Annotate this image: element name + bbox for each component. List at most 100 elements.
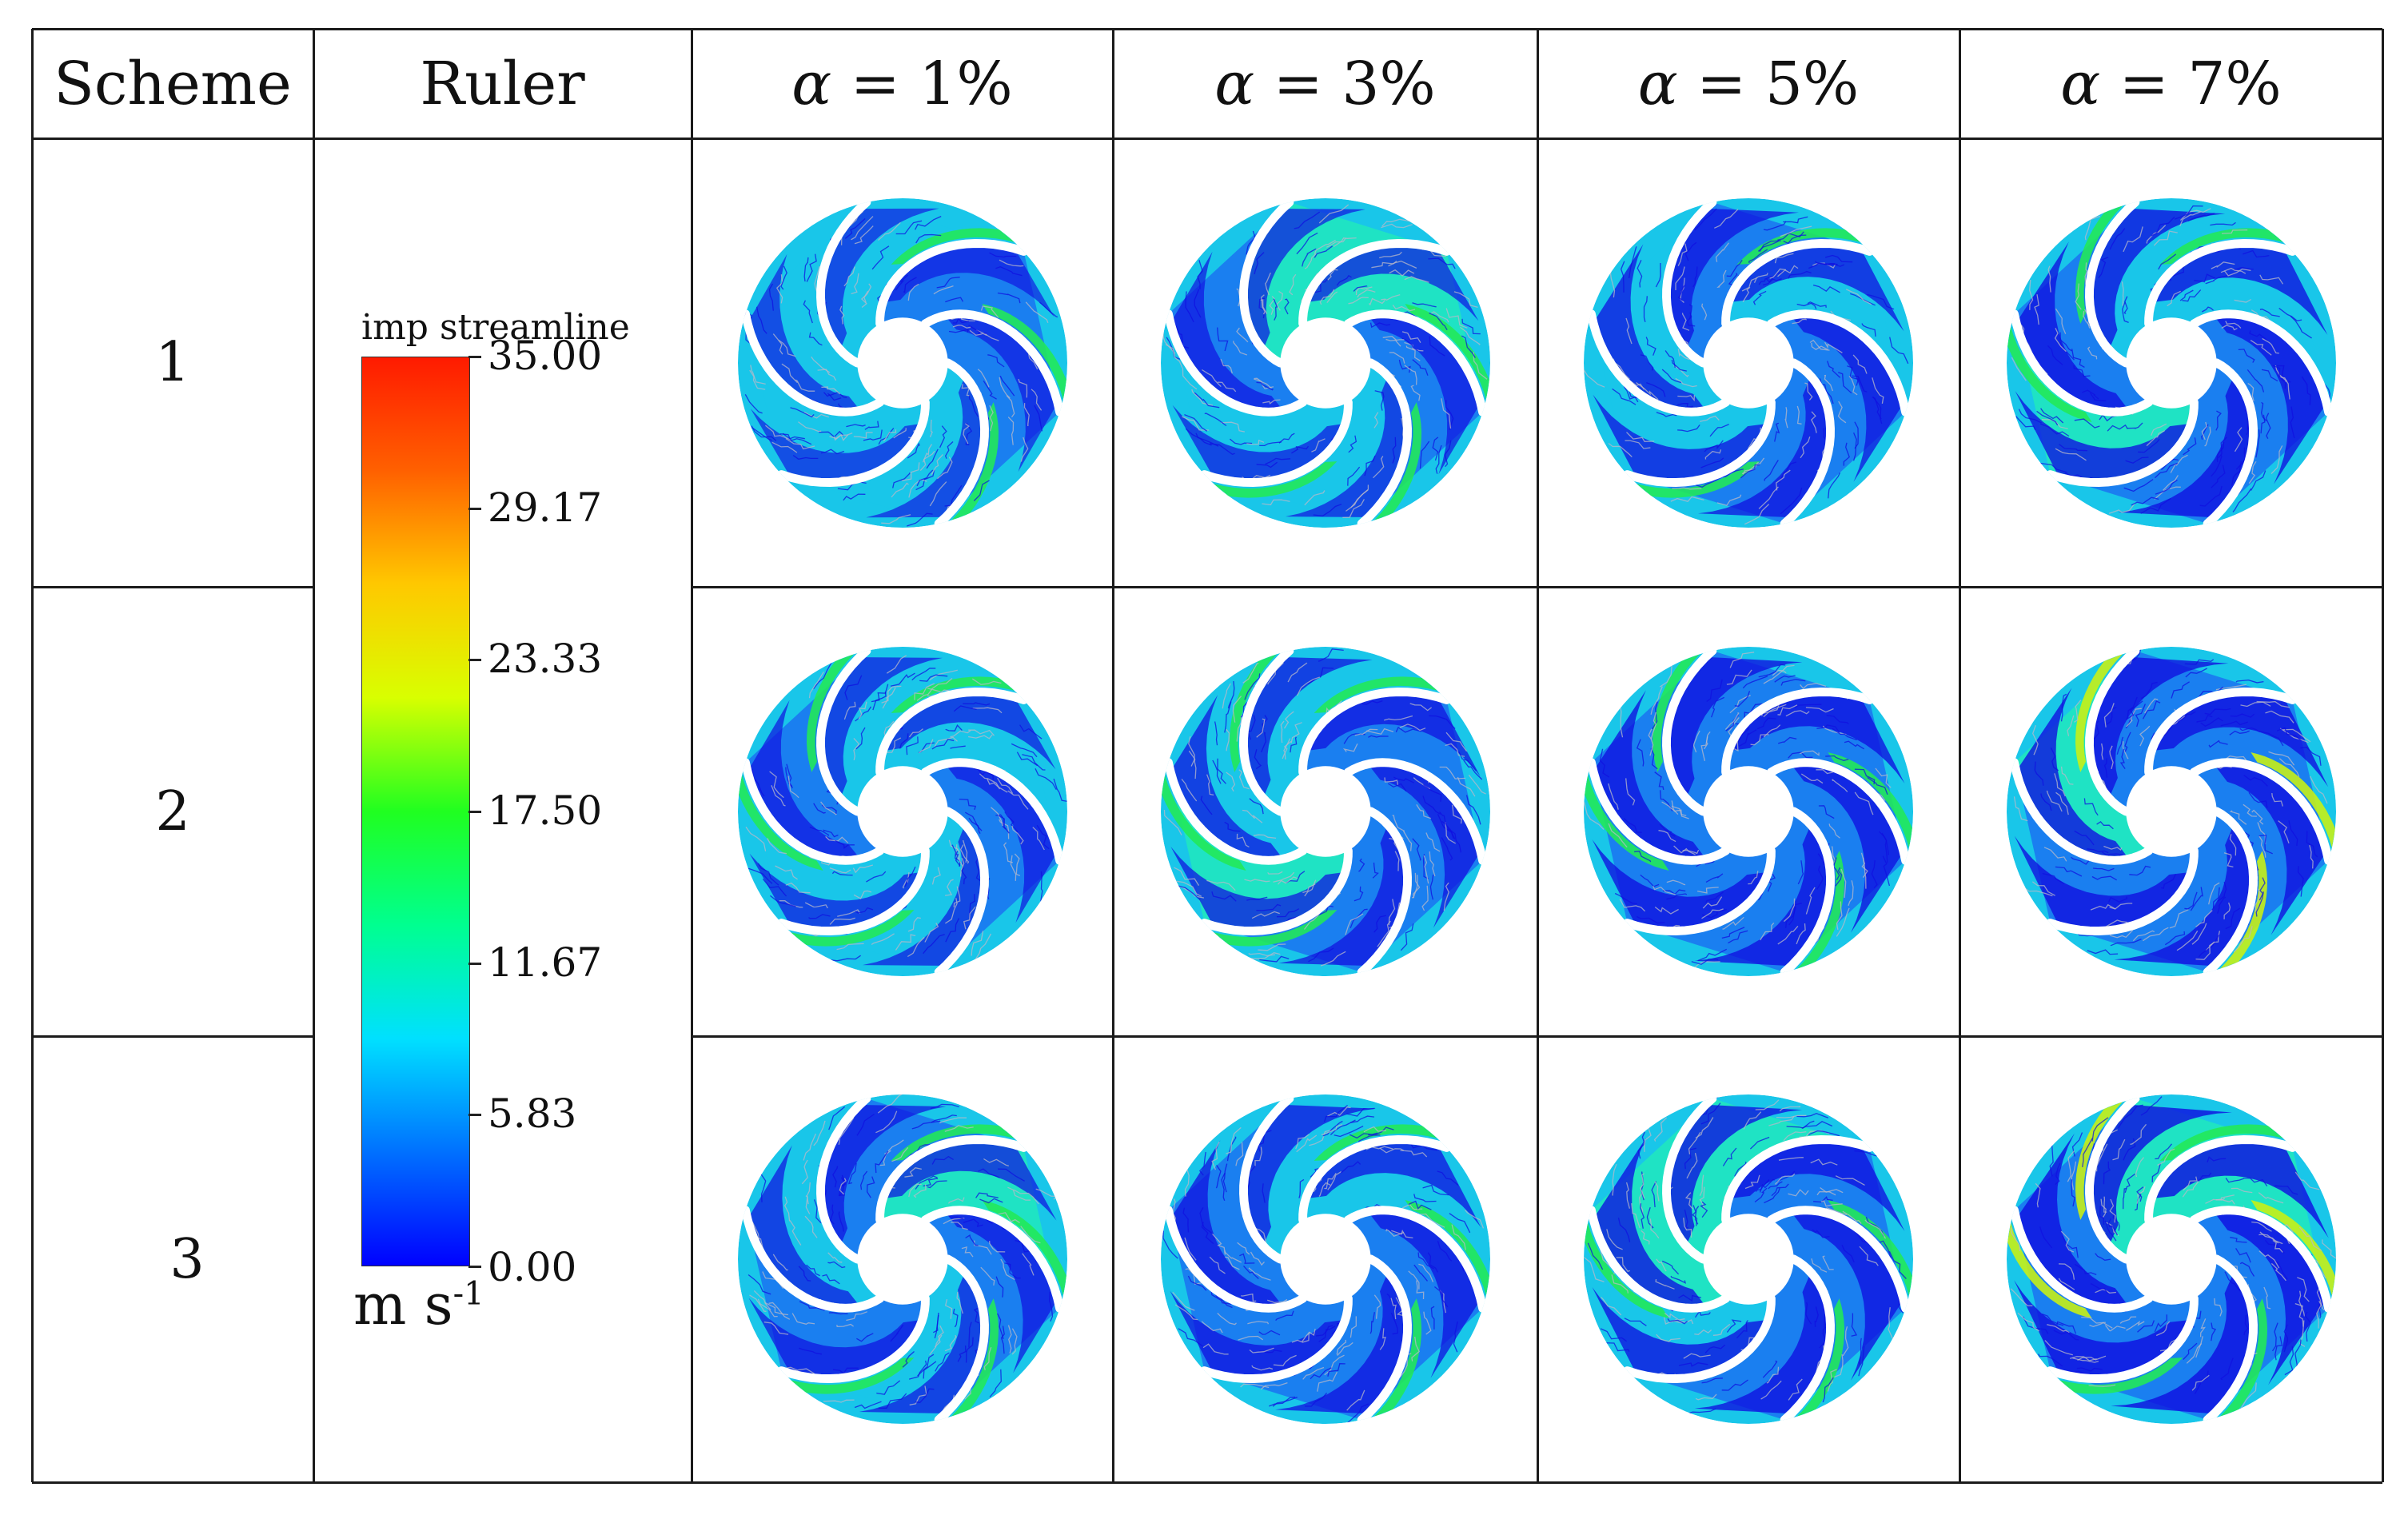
impeller-blade <box>2203 358 2258 528</box>
impeller-blade <box>1662 197 1717 367</box>
impeller-streamline-plot <box>2003 644 2339 979</box>
impeller-plot-r3-c1 <box>737 1094 1067 1424</box>
impeller-blade <box>2009 758 2153 865</box>
impeller-streamline-plot <box>735 195 1070 531</box>
impeller-streamline-plot <box>1158 644 1493 979</box>
comparison-table: Scheme Ruler α = 1% α = 3% α = 5% α = 7% 1 2 3 im… <box>30 27 2384 1484</box>
row-divider <box>32 137 2382 140</box>
impeller-blade <box>2045 397 2199 487</box>
header-scheme: Scheme <box>54 49 292 118</box>
impeller-streamline-plot <box>1581 644 1916 979</box>
impeller-blade <box>1163 758 1307 865</box>
row-divider <box>32 1481 2382 1484</box>
scheme-label-2: 2 <box>155 779 190 843</box>
alpha-symbol: α <box>1214 49 1255 118</box>
impeller-blade <box>934 358 989 528</box>
impeller-hub <box>2125 1214 2217 1305</box>
impeller-blade <box>1766 1206 1911 1313</box>
impeller-plot-r2-c4 <box>2006 647 2336 976</box>
impeller-plot-r1-c4 <box>2006 197 2336 528</box>
colorbar-tick <box>468 507 481 510</box>
column-divider <box>690 29 693 1482</box>
impeller-blade <box>1163 309 1307 417</box>
impeller-blade <box>1766 758 1911 865</box>
column-divider <box>30 29 34 1482</box>
impeller-plot-r2-c2 <box>1160 647 1490 976</box>
impeller-plot-r3-c2 <box>1160 1094 1490 1424</box>
column-divider <box>312 29 315 1482</box>
colorbar-tick <box>468 1266 481 1268</box>
impeller-hub <box>1703 766 1794 857</box>
header-alpha-1: α = 1% <box>692 29 1113 138</box>
impeller-blade <box>2084 647 2139 816</box>
impeller-blade <box>1586 758 1731 865</box>
impeller-blade <box>1298 1135 1451 1225</box>
colorbar-tick-label: 5.83 <box>488 1090 577 1138</box>
unit-base: m s <box>353 1272 453 1338</box>
impeller-blade <box>776 846 930 935</box>
impeller-blade <box>1199 846 1353 935</box>
unit-exponent: -1 <box>452 1275 484 1313</box>
row-divider <box>32 585 313 588</box>
colorbar-tick-label: 29.17 <box>488 484 603 531</box>
impeller-blade <box>1780 1254 1835 1424</box>
colorbar-tick <box>468 1114 481 1117</box>
impeller-blade <box>2203 807 2258 976</box>
impeller-plot-r1-c1 <box>737 197 1067 528</box>
alpha-symbol: α <box>2060 49 2101 118</box>
impeller-blade <box>1721 688 1874 777</box>
impeller-blade <box>815 1094 871 1264</box>
colorbar-tick-label: 11.67 <box>488 939 603 986</box>
colorbar-tick <box>468 811 481 813</box>
impeller-blade <box>1238 1094 1294 1264</box>
colorbar-tick <box>468 659 481 662</box>
colorbar-tick-label: 35.00 <box>488 333 603 379</box>
impeller-blade <box>1163 1206 1307 1313</box>
impeller-streamline-plot <box>1158 195 1493 531</box>
impeller-blade <box>1623 846 1776 935</box>
alpha-equals: = <box>1254 49 1342 118</box>
impeller-plot-r3-c4 <box>2006 1094 2336 1424</box>
alpha-value: 5% <box>1764 49 1860 118</box>
impeller-blade <box>1199 1294 1353 1383</box>
impeller-streamline-plot <box>1581 195 1916 531</box>
impeller-plot-r1-c2 <box>1160 197 1490 528</box>
column-divider <box>2381 29 2384 1482</box>
impeller-blade <box>1238 197 1294 367</box>
impeller-blade <box>2045 846 2199 935</box>
impeller-hub <box>1279 317 1371 409</box>
colorbar-tick <box>468 962 481 965</box>
impeller-blade <box>2143 1135 2297 1225</box>
header-alpha-3: α = 5% <box>1537 29 1959 138</box>
header-alpha-4: α = 7% <box>1959 29 2382 138</box>
impeller-blade <box>2084 1094 2139 1264</box>
impeller-blade <box>776 1294 930 1383</box>
scheme-label-1: 1 <box>155 331 190 394</box>
impeller-hub <box>2125 766 2217 857</box>
scheme-label-3: 3 <box>169 1227 205 1291</box>
impeller-blade <box>1662 1094 1717 1264</box>
impeller-hub <box>1703 317 1794 409</box>
impeller-hub <box>1279 1214 1371 1305</box>
impeller-streamline-plot <box>2003 195 2339 531</box>
impeller-blade <box>2084 197 2139 367</box>
column-divider <box>1111 29 1114 1482</box>
impeller-blade <box>740 309 884 417</box>
legend-title: imp streamline <box>361 307 630 348</box>
impeller-blade <box>2009 309 2153 417</box>
impeller-streamline-plot <box>1158 1091 1493 1427</box>
colorbar-tick-label: 0.00 <box>488 1244 577 1290</box>
impeller-blade <box>1199 397 1353 487</box>
impeller-plot-r3-c3 <box>1584 1094 1913 1424</box>
impeller-blade <box>1662 647 1717 816</box>
impeller-blade <box>1623 397 1776 487</box>
impeller-blade <box>2045 1294 2199 1383</box>
impeller-blade <box>1586 309 1731 417</box>
impeller-hub <box>856 317 948 409</box>
alpha-equals: = <box>1677 49 1765 118</box>
impeller-blade <box>920 309 1064 417</box>
impeller-streamline-plot <box>735 1091 1070 1427</box>
colorbar-unit: m s-1 <box>353 1272 484 1338</box>
impeller-blade <box>875 238 1028 328</box>
impeller-blade <box>1357 1254 1412 1424</box>
